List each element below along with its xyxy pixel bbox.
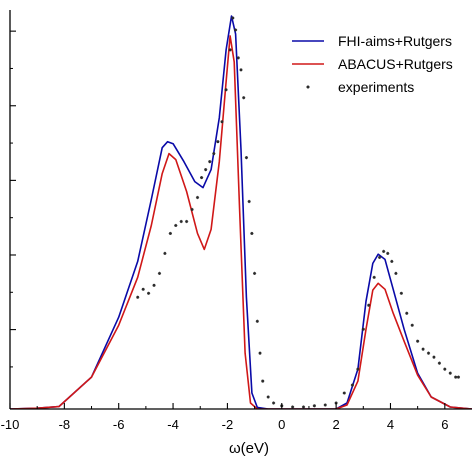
series-line-1 [10,35,472,409]
chart-axes [9,10,472,410]
experiment-point [421,347,425,351]
x-axis-label: ω(eV) [229,440,269,457]
experiment-point [361,327,365,331]
experiment-point [252,271,257,275]
x-tick-label: -6 [113,417,125,432]
experiment-point [443,367,447,371]
legend-item: experiments [306,79,414,95]
experiment-point [356,367,360,371]
experiment-point [141,287,145,291]
experiment-point [448,371,452,375]
experiment-point [291,405,295,409]
x-tick-label: -10 [1,417,20,432]
experiment-point [228,48,232,52]
experiment-point [258,351,262,355]
experiment-point [224,88,228,92]
legend-swatch [306,85,310,89]
experiment-point [454,375,458,379]
x-tick-label: 6 [441,417,448,432]
series-line-0 [10,15,472,409]
experiment-point [426,351,431,355]
experiment-point [399,291,403,295]
x-tick-label: -2 [222,417,234,432]
experiment-point [195,195,200,200]
experiment-point [190,207,194,212]
chart-curves [10,15,472,409]
experiment-point [255,319,259,323]
experiment-point [136,295,140,299]
experiment-point [432,355,436,359]
experiment-point [220,120,224,124]
experiment-point [247,199,251,204]
legend-label: experiments [338,79,414,95]
experiment-point [437,361,441,365]
legend: FHI-aims+Rutgers ABACUS+Rutgers experiment… [292,33,453,95]
experiment-point [152,283,156,287]
legend-label: ABACUS+Rutgers [338,56,453,72]
experiment-point [382,249,386,253]
experiment-point [416,339,420,343]
experiment-point [266,395,270,399]
experiment-point [212,152,216,156]
experiment-point [174,223,178,228]
experiment-point [242,96,246,100]
experiment-point [367,303,371,307]
experiment-point [216,140,220,144]
legend-item: ABACUS+Rutgers [292,56,453,72]
experiment-point [386,251,390,255]
experiment-point [239,68,243,72]
experiment-point [456,375,461,379]
experiment-point [372,275,376,279]
experiment-point [390,259,394,263]
experiment-point [233,28,238,32]
experiment-point [250,231,254,236]
x-tick-label: 4 [387,417,394,432]
experiment-point [204,168,208,172]
experiment-point [394,271,398,275]
experiment-point [312,404,316,408]
experiment-point [168,231,172,236]
experiment-point [378,255,382,259]
experiment-point [208,160,212,164]
experiment-point [301,405,306,409]
experiment-markers [136,16,461,409]
experiment-point [261,379,265,383]
x-tick-labels: -10 -8 -6 -4 -2 0 2 4 6 [1,417,449,432]
experiment-point [350,383,355,387]
experiment-point [236,56,240,60]
x-tick-label: 2 [333,417,340,432]
experiment-point [185,219,189,224]
experiment-point [342,391,346,395]
experiment-point [147,291,151,295]
experiment-point [231,16,235,20]
legend-item: FHI-aims+Rutgers [292,33,452,49]
experiment-point [272,401,276,405]
experiment-point [323,403,327,407]
experiment-point [163,251,167,255]
experiment-point [179,219,183,224]
experiment-point [199,175,204,180]
x-tick-label: -8 [59,417,71,432]
x-tick-label: 0 [278,417,285,432]
experiment-point [244,156,249,160]
legend-label: FHI-aims+Rutgers [338,33,452,49]
experiment-point [410,323,414,327]
experiment-point [157,271,162,275]
x-tick-label: -4 [167,417,179,432]
experiment-point [405,311,409,315]
